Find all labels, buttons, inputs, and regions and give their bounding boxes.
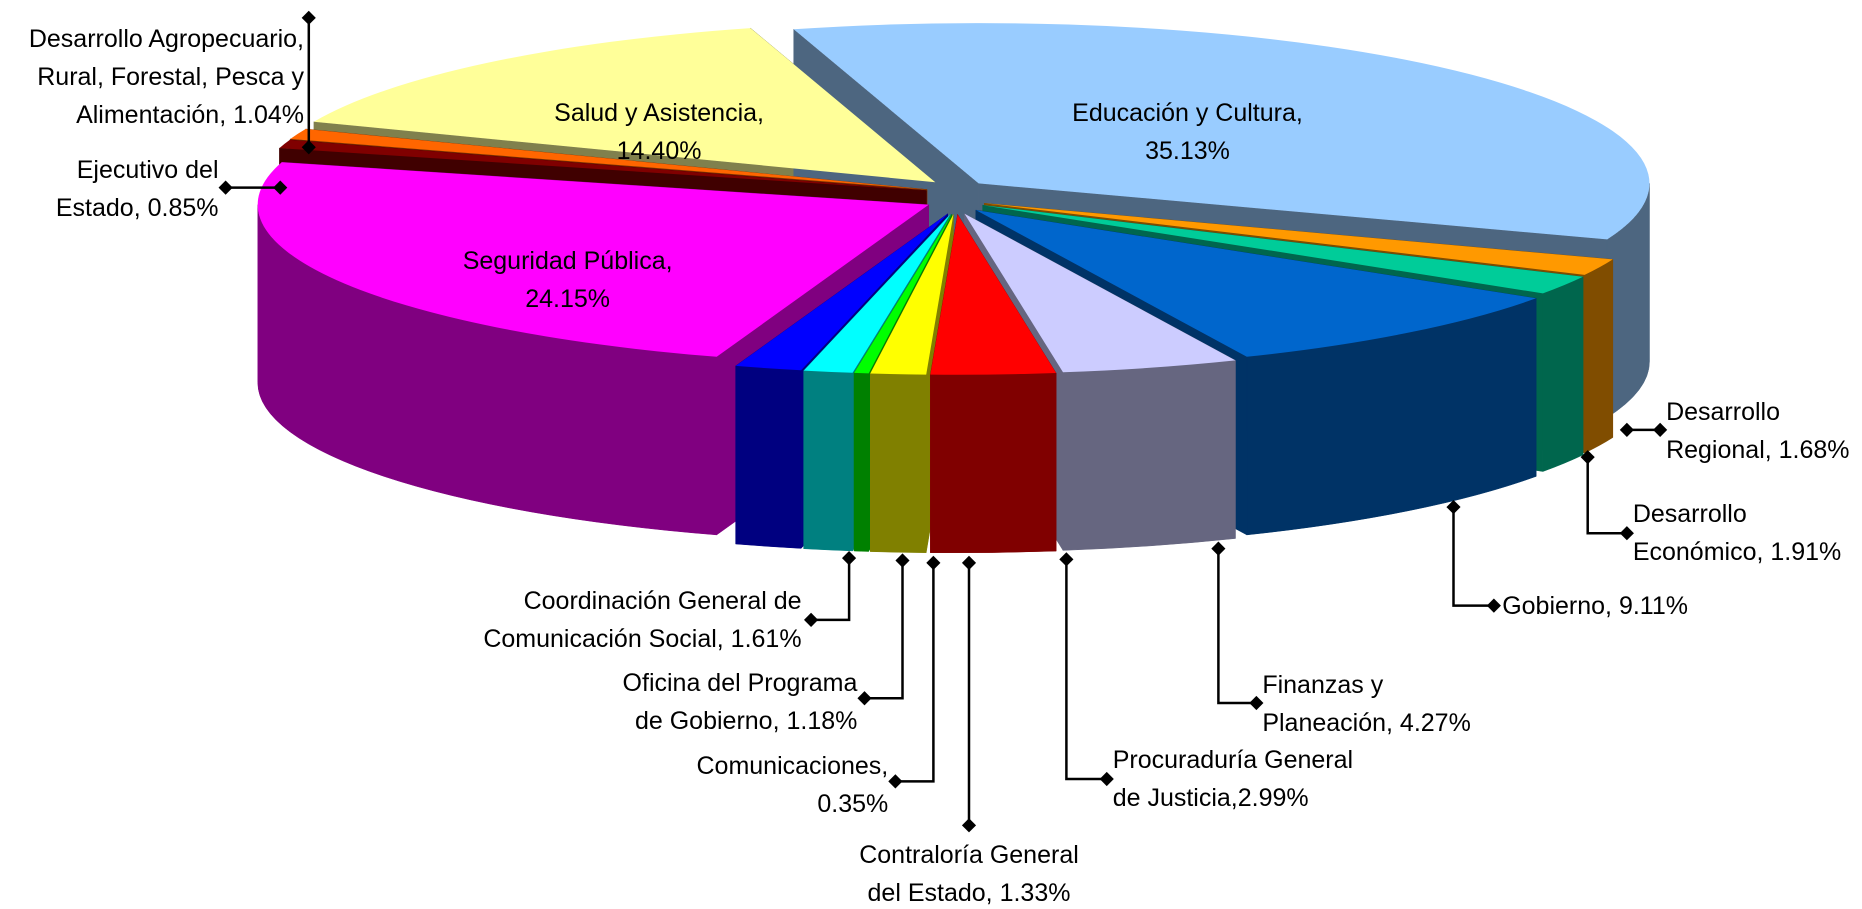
value-label: 0.35% [817, 789, 889, 818]
leader-marker [1059, 552, 1074, 567]
value-label: 9.11% [1618, 591, 1688, 620]
value-label: 2.99% [1237, 784, 1309, 812]
value-label: 0.85% [147, 193, 219, 222]
leader-marker [1653, 422, 1668, 437]
data-label: Desarrollo Agropecuario, Rural, Forestal… [29, 20, 304, 134]
leader-line [1586, 457, 1627, 535]
value-label: 1.18% [786, 706, 858, 735]
data-label: Oficina del Programa de Gobierno, 1.18% [623, 664, 858, 740]
leader-line [864, 560, 904, 700]
value-label: 24.15% [525, 285, 611, 314]
leader-marker [1099, 771, 1114, 787]
data-label: Procuraduría General de Justicia,2.99% [1113, 741, 1353, 817]
category-label: Ejecutivo del Estado, [55, 155, 219, 222]
value-label: 1.68% [1778, 436, 1850, 465]
slice-wall [803, 370, 853, 552]
slice-top [854, 214, 952, 374]
value-label: 14.40% [616, 136, 702, 165]
slice-top [982, 205, 1583, 294]
data-label: Coordinación General de Comunicación Soc… [483, 582, 801, 658]
slice-top [735, 213, 948, 371]
value-label: 1.33% [999, 879, 1071, 907]
category-label: Educación y Cultura, [1072, 98, 1303, 127]
leader-line [1217, 548, 1257, 705]
slice-wall [1584, 258, 1614, 454]
leader-marker [888, 774, 903, 789]
leader-marker [301, 140, 316, 155]
category-label: Contraloría General del Estado, [859, 841, 1079, 907]
slice-wall [853, 372, 869, 552]
category-label: Desarrollo Económico, [1632, 500, 1764, 567]
category-label: Gobierno, [1502, 591, 1619, 620]
slice-wall [930, 372, 1057, 554]
data-label: Contraloría General del Estado, 1.33% [859, 836, 1079, 909]
slice-top [930, 214, 1057, 375]
data-label: Ejecutivo del Estado, 0.85% [56, 151, 219, 227]
leader-marker [218, 180, 233, 195]
category-label: Coordinación General de Comunicación Soc… [483, 586, 802, 653]
leader-marker [1486, 598, 1501, 613]
data-label: Finanzas y Planeación, 4.27% [1262, 666, 1471, 742]
category-label: Procuraduría General de Justicia, [1112, 746, 1354, 812]
leader-line [895, 562, 935, 783]
slice-top [279, 139, 927, 191]
data-label: Seguridad Pública, 24.15% [463, 242, 673, 318]
slice-top [975, 210, 1537, 357]
data-label: Comunicaciones, 0.35% [696, 747, 888, 823]
leader-marker [841, 551, 857, 566]
data-label: Salud y Asistencia, 14.40% [554, 94, 764, 170]
leader-marker [803, 612, 819, 627]
leader-marker [301, 10, 316, 25]
leader-marker [961, 818, 977, 833]
leader-marker [1211, 541, 1226, 556]
leader-marker [1446, 499, 1461, 515]
category-label: Desarrollo Regional, [1666, 398, 1780, 465]
value-label: 1.04% [233, 101, 304, 130]
category-label: Salud y Asistencia, [554, 98, 764, 127]
leader-line [811, 558, 851, 622]
category-label: Desarrollo Agropecuario, Rural, Forestal… [28, 25, 304, 130]
value-label: 35.13% [1145, 136, 1230, 165]
leader-marker [895, 553, 910, 568]
data-label: Educación y Cultura, 35.13% [1072, 94, 1303, 170]
value-label: 4.27% [1399, 709, 1471, 738]
slice-top [803, 214, 951, 373]
leader-marker [926, 555, 941, 570]
leader-marker [857, 691, 872, 706]
slice-top [964, 213, 1236, 373]
data-label: Desarrollo Regional, 1.68% [1666, 393, 1849, 469]
category-label: Comunicaciones, [696, 751, 889, 780]
slice-top [793, 23, 1650, 240]
slice-wall [735, 365, 802, 549]
leader-marker [273, 180, 288, 195]
leader-marker [1619, 422, 1634, 437]
slice-top [870, 214, 954, 375]
slice-top [984, 203, 1613, 275]
leader-marker [961, 555, 977, 570]
slice-wall [870, 373, 927, 553]
leader-line [1065, 559, 1107, 781]
data-label: Desarrollo Económico, 1.91% [1633, 495, 1841, 571]
leader-marker [1619, 526, 1634, 541]
value-label: 1.61% [730, 624, 802, 653]
data-label: Gobierno, 9.11% [1502, 587, 1688, 625]
slice-top [257, 162, 929, 357]
slice-wall [1062, 360, 1236, 551]
leader-marker [1249, 695, 1264, 711]
category-label: Oficina del Programa de Gobierno, [622, 668, 858, 735]
category-label: Finanzas y Planeación, [1262, 671, 1393, 738]
slice-top [290, 129, 927, 190]
leader-line [1452, 507, 1494, 607]
leader-marker [1580, 450, 1595, 465]
slice-wall [1542, 276, 1584, 472]
slice-top [313, 28, 936, 183]
category-label: Seguridad Pública, [462, 247, 673, 276]
value-label: 1.91% [1770, 538, 1842, 567]
